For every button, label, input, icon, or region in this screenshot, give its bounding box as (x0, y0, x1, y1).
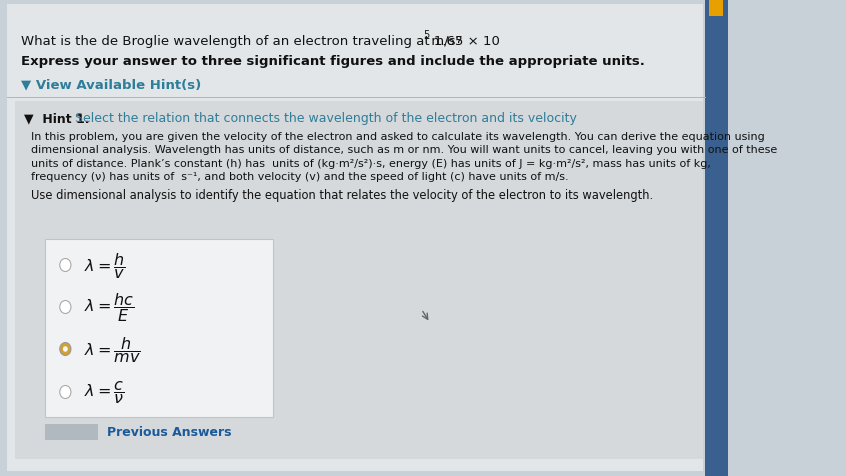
Circle shape (63, 347, 68, 352)
Text: ▼ View Available Hint(s): ▼ View Available Hint(s) (21, 78, 201, 91)
Text: $\lambda = \dfrac{c}{\nu}$: $\lambda = \dfrac{c}{\nu}$ (85, 379, 125, 406)
Text: Select the relation that connects the wavelength of the electron and its velocit: Select the relation that connects the wa… (70, 112, 576, 125)
Text: $\lambda = \dfrac{hc}{E}$: $\lambda = \dfrac{hc}{E}$ (85, 291, 135, 324)
Text: Use dimensional analysis to identify the equation that relates the velocity of t: Use dimensional analysis to identify the… (31, 188, 653, 201)
Text: ▼  Hint 1.: ▼ Hint 1. (24, 112, 90, 125)
Text: Previous Answers: Previous Answers (107, 426, 231, 438)
Text: frequency (ν) has units of  s⁻¹, and both velocity (v) and the speed of light (c: frequency (ν) has units of s⁻¹, and both… (31, 172, 569, 182)
Text: $\lambda = \dfrac{h}{v}$: $\lambda = \dfrac{h}{v}$ (85, 250, 126, 280)
Text: dimensional analysis. Wavelength has units of distance, such as m or nm. You wil: dimensional analysis. Wavelength has uni… (31, 145, 777, 155)
Circle shape (60, 259, 71, 272)
Text: Express your answer to three significant figures and include the appropriate uni: Express your answer to three significant… (21, 55, 645, 68)
Text: units of distance. Plank’s constant (h) has  units of (kg·m²/s²)·s, energy (E) h: units of distance. Plank’s constant (h) … (31, 159, 711, 169)
FancyBboxPatch shape (15, 102, 703, 459)
FancyBboxPatch shape (45, 424, 98, 440)
Text: $\lambda = \dfrac{h}{mv}$: $\lambda = \dfrac{h}{mv}$ (85, 334, 141, 364)
Circle shape (60, 386, 71, 399)
Text: 5: 5 (423, 30, 429, 40)
Text: What is the de Broglie wavelength of an electron traveling at 1.65 × 10: What is the de Broglie wavelength of an … (21, 35, 500, 48)
Circle shape (60, 343, 71, 356)
FancyBboxPatch shape (710, 1, 723, 17)
Text: In this problem, you are given the velocity of the electron and asked to calcula: In this problem, you are given the veloc… (31, 132, 765, 142)
Circle shape (60, 301, 71, 314)
Text: m/s?: m/s? (427, 35, 463, 48)
FancyBboxPatch shape (7, 5, 703, 471)
FancyBboxPatch shape (45, 239, 272, 417)
FancyBboxPatch shape (706, 0, 728, 476)
